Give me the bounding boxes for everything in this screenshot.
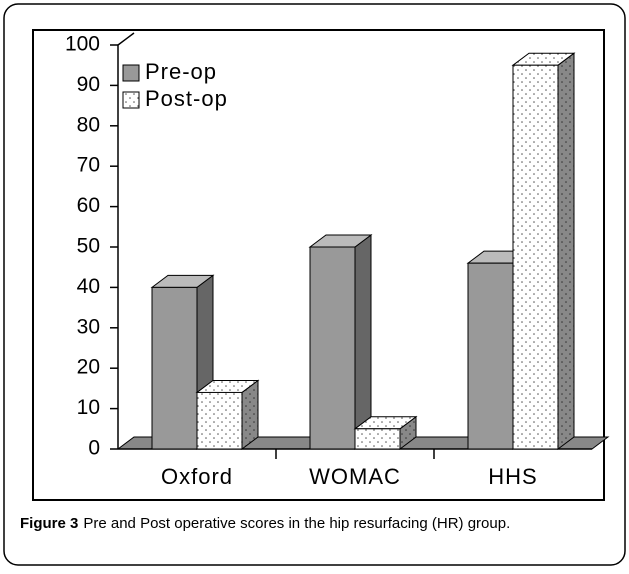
y-tick-label: 10 bbox=[77, 396, 100, 419]
bar-front bbox=[196, 391, 243, 450]
caption-text: Pre and Post operative scores in the hip… bbox=[83, 515, 510, 532]
caption-label: Figure 3 bbox=[20, 515, 78, 532]
bar-front bbox=[151, 286, 198, 450]
bar bbox=[308, 234, 373, 450]
y-tick-label: 0 bbox=[88, 437, 100, 460]
bar-side bbox=[557, 52, 575, 450]
bar-front bbox=[354, 428, 401, 450]
y-tick-label: 90 bbox=[77, 73, 100, 96]
caption: Figure 3 Pre and Post operative scores in… bbox=[20, 515, 510, 532]
legend-label: Pre-op bbox=[145, 59, 217, 84]
bar-front bbox=[467, 262, 514, 450]
bar-front bbox=[309, 246, 356, 450]
legend-swatch bbox=[122, 91, 140, 109]
bar-front bbox=[512, 64, 559, 450]
bar-side bbox=[354, 234, 372, 450]
legend-swatch bbox=[122, 64, 140, 82]
x-tick-label: WOMAC bbox=[309, 464, 401, 489]
y-tick-label: 60 bbox=[77, 194, 100, 217]
bar bbox=[511, 52, 576, 450]
y-tick-label: 40 bbox=[77, 275, 100, 298]
x-tick-label: HHS bbox=[488, 464, 537, 489]
legend-label: Post-op bbox=[145, 86, 228, 111]
bar bbox=[353, 415, 418, 450]
y-tick-label: 30 bbox=[77, 315, 100, 338]
y-tick-label: 80 bbox=[77, 113, 100, 136]
y-tick-label: 100 bbox=[65, 33, 100, 56]
x-tick-label: Oxford bbox=[161, 464, 233, 489]
y-tick-label: 70 bbox=[77, 154, 100, 177]
y-tick-label: 20 bbox=[77, 356, 100, 379]
bar bbox=[195, 379, 260, 450]
y-tick-label: 50 bbox=[77, 235, 100, 258]
